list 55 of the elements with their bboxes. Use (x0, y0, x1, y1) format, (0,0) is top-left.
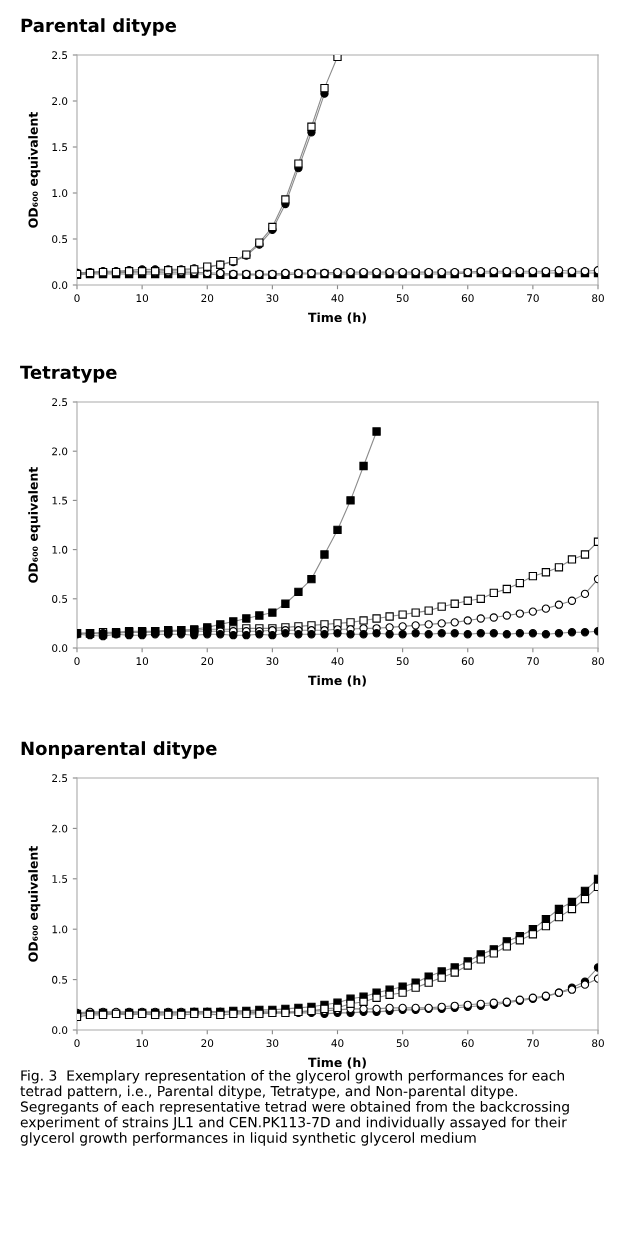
y-tick-label: 2.0 (52, 447, 68, 456)
x-tick-label: 0 (74, 1039, 80, 1048)
x-tick-label: 50 (396, 294, 409, 303)
x-tick-label: 60 (461, 294, 474, 303)
x-tick-label: 10 (136, 657, 149, 666)
y-axis-title: OD₆₀₀ equivalent (28, 466, 41, 583)
y-tick-label: 2.5 (52, 398, 68, 407)
caption: Fig. 3 Exemplary representation of the glycerol growth performances for each tetrad pattern, i.e., Parental ditype, Tetratype, and Non-parental ditype. Segregants of each representative tetrad were obtained from the backcrossing experiment of strains JL1 and CEN.PK113-7D and individually assayed for their glycerol growth performances in liquid synthetic glycerol medium (20, 1070, 569, 1146)
y-tick-label: 1.5 (52, 496, 68, 505)
x-tick-label: 40 (331, 657, 344, 666)
y-axis-title: OD₆₀₀ equivalent (28, 845, 41, 962)
x-tick-label: 40 (331, 294, 344, 303)
y-tick-label: 0.5 (52, 235, 68, 244)
y-tick-label: 0.5 (52, 975, 68, 984)
x-tick-label: 20 (201, 294, 214, 303)
x-tick-label: 0 (74, 657, 80, 666)
y-tick-label: 2.5 (52, 774, 68, 783)
x-tick-label: 80 (592, 294, 604, 303)
y-tick-label: 0.0 (52, 1026, 68, 1035)
y-tick-label: 1.5 (52, 875, 68, 883)
x-tick-label: 80 (592, 657, 604, 666)
x-tick-label: 80 (592, 1039, 604, 1048)
y-tick-label: 1.0 (52, 545, 68, 554)
x-tick-label: 10 (136, 294, 149, 303)
x-tick-label: 30 (266, 657, 279, 666)
x-tick-label: 50 (396, 1039, 409, 1048)
x-tick-label: 30 (266, 1039, 279, 1048)
x-tick-label: 50 (396, 657, 409, 666)
x-tick-label: 70 (527, 294, 539, 303)
chart-title: Tetratype (20, 365, 117, 383)
x-tick-label: 0 (74, 294, 80, 303)
x-axis-title: Time (h) (308, 1057, 366, 1069)
y-tick-label: 1.0 (52, 925, 68, 934)
y-tick-label: 0.0 (52, 281, 68, 290)
y-axis-title: OD₆₀₀ equivalent (28, 111, 41, 228)
x-tick-label: 40 (331, 1039, 344, 1048)
x-tick-label: 70 (527, 657, 539, 666)
y-tick-label: 2.0 (52, 824, 68, 833)
x-tick-label: 10 (136, 1039, 149, 1048)
x-axis-title: Time (h) (308, 675, 366, 687)
y-tick-label: 0.0 (52, 644, 68, 653)
x-tick-label: 20 (201, 1039, 214, 1048)
y-tick-label: 1.5 (52, 143, 68, 152)
x-tick-label: 60 (461, 1039, 474, 1048)
x-tick-label: 60 (461, 657, 474, 666)
x-axis-title: Time (h) (308, 312, 366, 324)
y-tick-label: 1.0 (52, 189, 68, 198)
chart-title: Nonparental ditype (21, 741, 217, 759)
y-tick-label: 0.5 (52, 595, 68, 603)
chart-title: Parental ditype (21, 18, 177, 36)
y-tick-label: 2.0 (52, 97, 68, 106)
y-tick-label: 2.5 (52, 51, 68, 60)
x-tick-label: 20 (201, 657, 214, 666)
x-tick-label: 70 (527, 1039, 539, 1048)
x-tick-label: 30 (266, 294, 279, 303)
